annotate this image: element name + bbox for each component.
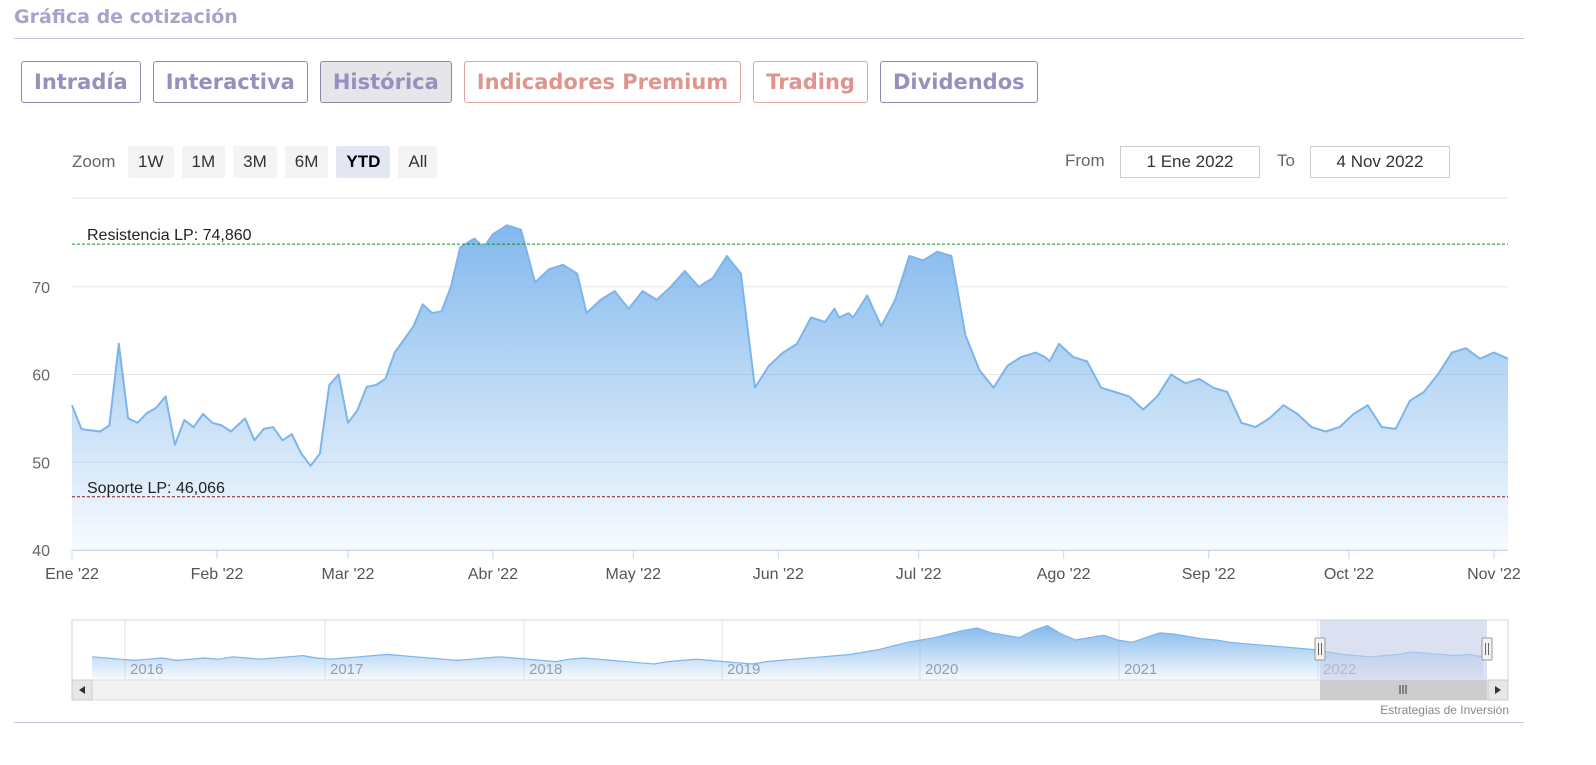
- title-divider: [14, 38, 1524, 39]
- navigator-line: [91, 624, 1484, 665]
- x-tick-label: Sep '22: [1182, 566, 1236, 583]
- y-tick-label: 40: [32, 543, 50, 560]
- resistance-label: Resistencia LP: 74,860: [87, 227, 252, 244]
- range-from-label: From: [1065, 151, 1105, 170]
- x-tick-label: Nov '22: [1467, 566, 1521, 583]
- navigator-selection: [1320, 620, 1487, 680]
- y-tick-label: 50: [32, 455, 50, 472]
- navigator-area: [92, 625, 1483, 680]
- section-title: Gráfica de cotización: [14, 6, 238, 28]
- navigator-right-handle[interactable]: [1481, 637, 1493, 661]
- scrollbar-track: [71, 679, 1509, 701]
- x-tick-label: Oct '22: [1324, 566, 1374, 583]
- range-to-label: To: [1277, 151, 1295, 170]
- tab-intradia[interactable]: Intradía: [21, 61, 141, 103]
- x-tick-label: Mar '22: [322, 566, 375, 583]
- scroll-left-arrow-icon: [79, 686, 85, 694]
- support-label: Soporte LP: 46,066: [87, 480, 225, 497]
- x-tick-label: Jun '22: [753, 566, 804, 583]
- x-tick-label: Abr '22: [468, 566, 518, 583]
- chart-tabs: Intradía Interactiva Histórica Indicador…: [21, 61, 1038, 103]
- zoom-buttons: 1W 1M 3M 6M YTD All: [128, 146, 438, 178]
- zoom-6m-button[interactable]: 6M: [284, 146, 329, 178]
- zoom-1w-button[interactable]: 1W: [128, 146, 174, 178]
- zoom-ytd-button[interactable]: YTD: [336, 146, 391, 178]
- zoom-3m-button[interactable]: 3M: [233, 146, 277, 178]
- y-tick-label: 70: [32, 280, 50, 297]
- zoom-1m-button[interactable]: 1M: [181, 146, 226, 178]
- price-line: [71, 224, 1509, 467]
- price-area: [72, 225, 1508, 551]
- x-tick-label: Jul '22: [896, 566, 942, 583]
- x-tick-label: May '22: [606, 566, 662, 583]
- tab-historica[interactable]: Histórica: [319, 61, 452, 103]
- zoom-all-button[interactable]: All: [398, 146, 438, 178]
- y-tick-label: 60: [32, 368, 50, 385]
- navigator-left-handle[interactable]: [1314, 637, 1326, 661]
- tab-trading[interactable]: Trading: [753, 61, 868, 103]
- range-from-input[interactable]: 1 Ene 2022: [1120, 146, 1260, 178]
- zoom-label: Zoom: [72, 152, 116, 171]
- tab-interactiva[interactable]: Interactiva: [152, 61, 308, 103]
- scroll-right-arrow-icon: [1495, 686, 1501, 694]
- range-to-input[interactable]: 4 Nov 2022: [1310, 146, 1450, 178]
- x-tick-label: Ene '22: [45, 566, 99, 583]
- bottom-divider: [14, 722, 1524, 723]
- x-tick-label: Ago '22: [1037, 566, 1091, 583]
- chart-credit: Estrategias de Inversión: [1380, 703, 1509, 717]
- x-tick-label: Feb '22: [191, 566, 244, 583]
- tab-indicadores-premium[interactable]: Indicadores Premium: [463, 61, 742, 103]
- tab-dividendos[interactable]: Dividendos: [879, 61, 1038, 103]
